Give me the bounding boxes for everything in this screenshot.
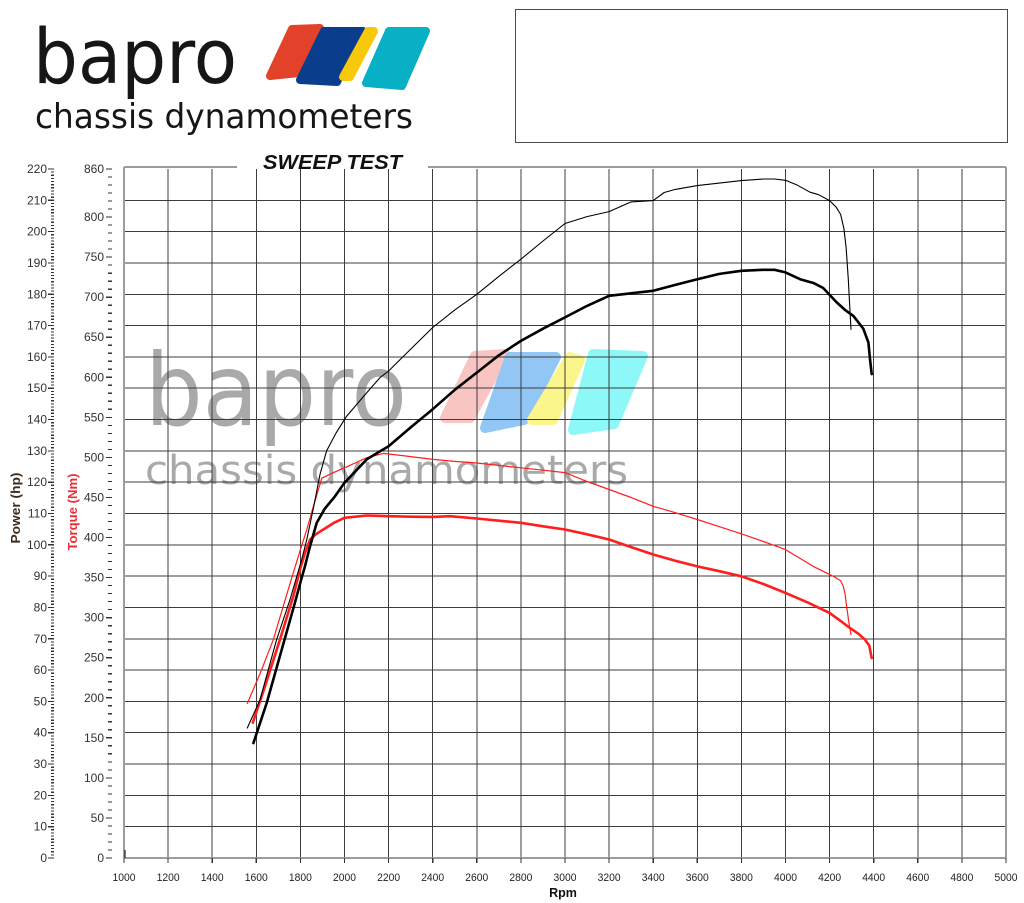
power-tick-label: 60 xyxy=(34,663,48,677)
power-tick-label: 130 xyxy=(27,444,47,458)
power-tick-label: 50 xyxy=(34,694,48,708)
torque-tick-label: 150 xyxy=(84,731,104,745)
power-tick-label: 100 xyxy=(27,538,47,552)
rpm-tick-label: 3600 xyxy=(686,872,709,884)
rpm-tick-label: 3000 xyxy=(554,872,577,884)
logo-tagline: chassis dynamometers xyxy=(35,97,413,137)
y-axis-title-torque: Torque (Nm) xyxy=(66,474,80,551)
torque-tick-label: 450 xyxy=(84,490,104,504)
chart-axes: 0 10 20 30 40 50 60 70 80 90 100 110 120 130 140 150 160… xyxy=(27,162,1018,884)
power-tick-label: 90 xyxy=(34,569,48,583)
torque-tick-label: 860 xyxy=(84,162,104,176)
torque-tick-label: 600 xyxy=(84,370,104,384)
chart-series xyxy=(246,178,873,745)
logo-swatch-yellow xyxy=(339,27,378,81)
power-tick-label: 210 xyxy=(27,193,47,207)
torque-tick-label: 350 xyxy=(84,571,104,585)
power-tick-label: 30 xyxy=(34,757,48,771)
power-tick-label: 150 xyxy=(27,381,47,395)
power-tick-label: 0 xyxy=(40,851,47,865)
power-tick-label: 170 xyxy=(27,319,47,333)
torque-tick-label: 50 xyxy=(91,811,105,825)
power-tick-label: 40 xyxy=(34,726,48,740)
chart-grid xyxy=(124,169,1006,858)
torque-tick-label: 0 xyxy=(97,851,104,865)
rpm-tick-label: 2600 xyxy=(465,872,488,884)
torque-tick-label: 200 xyxy=(84,691,104,705)
rpm-tick-label: 2400 xyxy=(421,872,444,884)
power-tick-label: 120 xyxy=(27,475,47,489)
torque-tick-label: 100 xyxy=(84,771,104,785)
power-tick-label: 140 xyxy=(27,413,47,427)
y-axis-title-power: Power (hp) xyxy=(9,473,23,544)
torque-curve-thin xyxy=(246,452,852,704)
rpm-tick-label: 2200 xyxy=(377,872,400,884)
torque-tick-label: 700 xyxy=(84,290,104,304)
rpm-tick-label: 1200 xyxy=(157,872,180,884)
watermark-brand-name: bapro xyxy=(145,332,407,449)
rpm-tick-label: 4200 xyxy=(818,872,841,884)
rpm-tick-label: 3400 xyxy=(642,872,665,884)
rpm-tick-label: 4000 xyxy=(774,872,797,884)
rpm-tick-label: 2800 xyxy=(509,872,532,884)
logo-swatch-blue xyxy=(296,27,367,86)
torque-tick-label: 500 xyxy=(84,450,104,464)
power-tick-label: 190 xyxy=(27,256,47,270)
rpm-tick-label: 1400 xyxy=(201,872,224,884)
torque-tick-label: 300 xyxy=(84,611,104,625)
rpm-tick-label: 4800 xyxy=(950,872,973,884)
rpm-tick-label: 4400 xyxy=(862,872,885,884)
torque-tick-label: 550 xyxy=(84,410,104,424)
power-curve-thin xyxy=(246,178,852,729)
rpm-tick-label: 3200 xyxy=(598,872,621,884)
test-info-box xyxy=(515,9,1008,143)
watermark-swatch-cyan xyxy=(568,349,648,435)
rpm-tick-label: 1000 xyxy=(113,872,136,884)
x-axis-title: Rpm xyxy=(549,886,577,900)
power-tick-label: 80 xyxy=(34,600,48,614)
power-tick-label: 70 xyxy=(34,632,48,646)
rpm-tick-label: 1600 xyxy=(245,872,268,884)
power-tick-label: 10 xyxy=(34,820,48,834)
torque-tick-label: 800 xyxy=(84,210,104,224)
rpm-tick-label: 3800 xyxy=(730,872,753,884)
rpm-tick-label: 2000 xyxy=(333,872,356,884)
torque-tick-label: 650 xyxy=(84,330,104,344)
rpm-tick-label: 1800 xyxy=(289,872,312,884)
brand-watermark: bapro chassis dynamometers xyxy=(145,332,648,494)
torque-tick-label: 250 xyxy=(84,651,104,665)
power-tick-label: 200 xyxy=(27,225,47,239)
power-tick-label: 220 xyxy=(27,162,47,176)
rpm-tick-label: 5000 xyxy=(995,872,1018,884)
power-tick-label: 160 xyxy=(27,350,47,364)
power-tick-label: 110 xyxy=(28,507,47,521)
rpm-tick-label: 4600 xyxy=(906,872,929,884)
logo-swatch-cyan xyxy=(362,27,430,90)
chart-title: SWEEP TEST xyxy=(263,152,404,174)
torque-tick-label: 750 xyxy=(84,250,104,264)
torque-tick-label: 400 xyxy=(84,531,104,545)
power-tick-label: 180 xyxy=(27,287,47,301)
power-curve-thick xyxy=(252,268,873,745)
power-tick-label: 20 xyxy=(34,788,48,802)
brand-logo: bapro chassis dynamometers xyxy=(33,12,430,137)
watermark-swatch-pink xyxy=(440,349,510,423)
logo-brand-name: bapro xyxy=(33,12,237,101)
